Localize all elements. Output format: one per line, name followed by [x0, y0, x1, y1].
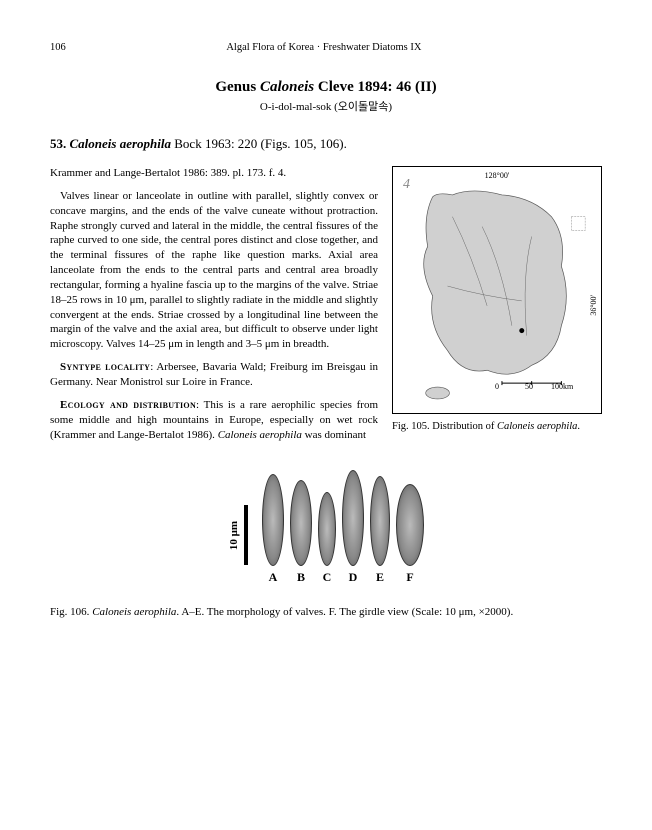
body-text-column: Krammer and Lange-Bertalot 1986: 389. pl…	[50, 166, 378, 450]
map-outline-icon	[393, 167, 601, 413]
diatom-image-icon	[342, 470, 364, 566]
diatom-panel-label: D	[349, 570, 358, 585]
diatom-panel-label: E	[376, 570, 384, 585]
diatom-image-icon	[290, 480, 312, 566]
diatom-panel: A	[262, 474, 284, 585]
scalebar-line-icon	[244, 505, 248, 565]
figure-106-caption: Fig. 106. Caloneis aerophila. A–E. The m…	[50, 605, 602, 620]
diatom-image-icon	[318, 492, 336, 566]
running-head: Algal Flora of Korea · Freshwater Diatom…	[66, 42, 582, 53]
diatom-panel: D	[342, 470, 364, 585]
diatom-panel: B	[290, 480, 312, 585]
genus-heading: Genus Caloneis Cleve 1894: 46 (II)	[50, 79, 602, 96]
diatom-panel-label: C	[323, 570, 332, 585]
syntype-paragraph: Syntype locality: Arbersee, Bavaria Wald…	[50, 360, 378, 390]
diatom-panel-label: A	[269, 570, 278, 585]
page-header: 106 Algal Flora of Korea · Freshwater Di…	[50, 42, 602, 53]
ecology-paragraph: Ecology and distribution: This is a rare…	[50, 398, 378, 443]
distribution-map: 128°00' 36°00' 4 0 50 100km	[392, 166, 602, 414]
diatom-panel: C	[318, 492, 336, 585]
diatom-panel: E	[370, 476, 390, 585]
reference-line: Krammer and Lange-Bertalot 1986: 389. pl…	[50, 166, 378, 181]
diatom-panel: F	[396, 484, 424, 585]
scalebar: 10 μm	[228, 505, 248, 565]
diatom-image-icon	[396, 484, 424, 566]
figure-105-caption: Fig. 105. Distribution of Caloneis aerop…	[392, 420, 602, 434]
figure-106-micrographs: 10 μm A B C D E F	[50, 470, 602, 585]
diatom-image-icon	[370, 476, 390, 566]
diatom-panel-label: F	[406, 570, 413, 585]
description-paragraph: Valves linear or lanceolate in outline w…	[50, 189, 378, 352]
page-number: 106	[50, 42, 66, 53]
species-heading: 53. Caloneis aerophila Bock 1963: 220 (F…	[50, 136, 602, 152]
figure-105-column: 128°00' 36°00' 4 0 50 100km	[392, 166, 602, 450]
genus-subheading: O-i-dol-mal-sok (오이돌말속)	[50, 98, 602, 114]
diatom-panel-label: B	[297, 570, 305, 585]
diatom-image-icon	[262, 474, 284, 566]
